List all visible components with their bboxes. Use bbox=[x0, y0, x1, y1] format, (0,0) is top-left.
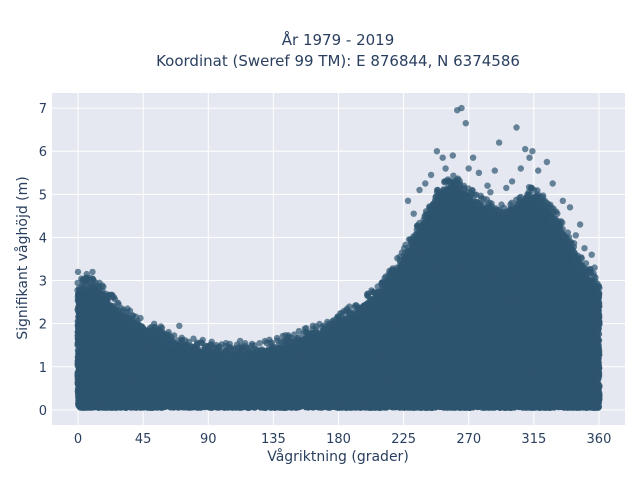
chart-svg: År 1979 - 2019 Koordinat (Sweref 99 TM):… bbox=[0, 0, 640, 480]
chart-title-line2: Koordinat (Sweref 99 TM): E 876844, N 63… bbox=[156, 52, 520, 70]
chart-title-line1: År 1979 - 2019 bbox=[282, 30, 395, 49]
